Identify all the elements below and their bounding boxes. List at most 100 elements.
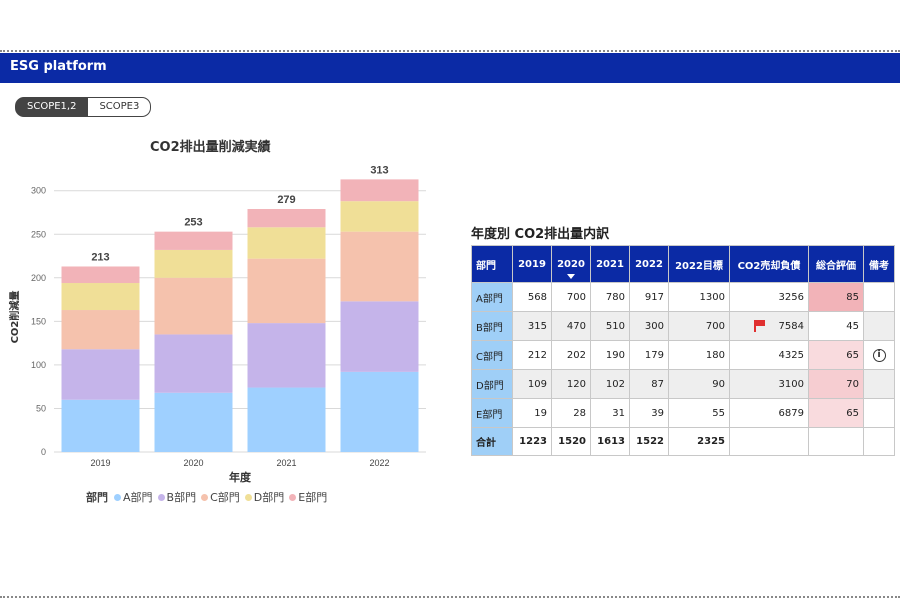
col-header-2022[interactable]: 2022 [629, 245, 669, 283]
bar-total-label: 213 [91, 251, 109, 263]
bar-segment-2019-B部門 [61, 349, 140, 400]
table-row: A部門 568 700 780 917 1300 3256 85 [471, 282, 895, 312]
bar-segment-2022-A部門 [340, 371, 419, 452]
bar-segment-2021-A部門 [247, 387, 326, 452]
cell-2019: 568 [512, 282, 552, 312]
cell-2022: 179 [629, 340, 669, 370]
x-tick-label: 2019 [90, 458, 110, 468]
cell-score: 70 [808, 369, 864, 399]
legend-label-e: E部門 [298, 491, 328, 504]
chart-legend: 部門 A部門 B部門 C部門 D部門 E部門 [86, 489, 332, 505]
total-2022: 1522 [629, 427, 669, 456]
info-icon[interactable]: i [872, 348, 886, 362]
row-dept: B部門 [471, 311, 513, 341]
total-debt [729, 427, 809, 456]
cell-2021: 780 [590, 282, 630, 312]
total-label: 合計 [471, 427, 513, 456]
legend-item-c[interactable]: C部門 [201, 489, 240, 505]
cell-2022: 917 [629, 282, 669, 312]
total-2019: 1223 [512, 427, 552, 456]
legend-dot-a [114, 493, 121, 501]
cell-score: 85 [808, 282, 864, 312]
cell-score: 65 [808, 398, 864, 428]
legend-item-d[interactable]: D部門 [244, 489, 285, 505]
table-row: C部門 212 202 190 179 180 4325 65 i [471, 340, 895, 370]
chart-title: CO2排出量削減実績 [150, 140, 271, 155]
bar-segment-2021-B部門 [247, 323, 326, 388]
table-row: D部門 109 120 102 87 90 3100 70 [471, 369, 895, 399]
bar-segment-2020-E部門 [154, 231, 233, 250]
col-header-2019[interactable]: 2019 [512, 245, 552, 283]
cell-2020: 470 [551, 311, 591, 341]
row-dept: D部門 [471, 369, 513, 399]
flag-icon [753, 320, 765, 332]
bar-segment-2019-E部門 [61, 266, 140, 284]
cell-debt: 3256 [729, 282, 809, 312]
tab-scope3[interactable]: SCOPE3 [88, 97, 152, 117]
bar-segment-2020-B部門 [154, 334, 233, 393]
bar-segment-2020-A部門 [154, 392, 233, 452]
cell-target: 180 [668, 340, 730, 370]
col-header-2021[interactable]: 2021 [590, 245, 630, 283]
legend-item-b[interactable]: B部門 [157, 489, 197, 505]
table-total-row: 合計 1223 1520 1613 1522 2325 [471, 427, 895, 456]
cell-2020: 202 [551, 340, 591, 370]
bar-segment-2019-D部門 [61, 283, 140, 311]
scope-tabs: SCOPE1,2 SCOPE3 [15, 97, 152, 117]
cell-2021: 190 [590, 340, 630, 370]
table-row: B部門 315 470 510 300 700 7584 45 [471, 311, 895, 341]
stacked-bar-chart: 0 50 100 150 200 250 300 213 2019 253 2020 279 2021 3… [8, 164, 426, 484]
col-header-note[interactable]: 備考 [863, 245, 895, 283]
cell-2019: 109 [512, 369, 552, 399]
cell-2022: 87 [629, 369, 669, 399]
legend-label-d: D部門 [253, 491, 285, 504]
bar-total-label: 279 [277, 194, 295, 206]
cell-note [863, 398, 895, 428]
cell-debt: 4325 [729, 340, 809, 370]
legend-item-e[interactable]: E部門 [289, 489, 327, 505]
app-header: ESG platform [0, 53, 900, 83]
bar-segment-2021-C部門 [247, 258, 326, 324]
col-header-debt[interactable]: CO2売却負債 [729, 245, 809, 283]
x-axis-title: 年度 [229, 470, 252, 484]
legend-label-b: B部門 [166, 491, 197, 504]
col-header-target[interactable]: 2022目標 [668, 245, 730, 283]
bar-total-label: 313 [370, 164, 388, 176]
x-tick-label: 2020 [183, 458, 203, 468]
cell-2020: 28 [551, 398, 591, 428]
row-dept: A部門 [471, 282, 513, 312]
cell-target: 1300 [668, 282, 730, 312]
cell-score: 65 [808, 340, 864, 370]
cell-2020: 120 [551, 369, 591, 399]
table-row: E部門 19 28 31 39 55 6879 65 [471, 398, 895, 428]
bar-segment-2022-B部門 [340, 301, 419, 372]
legend-dot-b [157, 493, 165, 501]
table-title: 年度別 CO2排出量内訳 [471, 227, 610, 242]
total-score [808, 427, 864, 456]
cell-target: 700 [668, 311, 730, 341]
y-tick-label: 50 [36, 403, 46, 413]
col-header-2020-label: 2020 [557, 258, 585, 270]
legend-title: 部門 [86, 491, 108, 504]
legend-item-a[interactable]: A部門 [114, 489, 153, 505]
col-header-dept[interactable]: 部門 [471, 245, 513, 283]
total-target: 2325 [668, 427, 730, 456]
y-tick-label: 150 [31, 316, 46, 326]
co2-breakdown-table: 部門 2019 2020 2021 2022 2022目標 CO2売却負債 総合… [471, 245, 895, 456]
col-header-score[interactable]: 総合評価 [808, 245, 864, 283]
bottom-dotted-border [0, 596, 900, 598]
cell-note [863, 369, 895, 399]
bar-segment-2019-C部門 [61, 310, 140, 350]
app-title: ESG platform [10, 59, 107, 74]
row-dept: E部門 [471, 398, 513, 428]
y-tick-label: 0 [41, 447, 46, 457]
tab-scope12[interactable]: SCOPE1,2 [15, 97, 89, 117]
table-header-row: 部門 2019 2020 2021 2022 2022目標 CO2売却負債 総合… [471, 245, 895, 283]
legend-dot-e [289, 493, 297, 501]
cell-debt-value: 7584 [778, 321, 804, 332]
cell-note: i [863, 340, 895, 370]
y-axis-title: CO2削減量 [8, 291, 21, 344]
col-header-2020[interactable]: 2020 [551, 245, 591, 283]
cell-2022: 300 [629, 311, 669, 341]
total-note [863, 427, 895, 456]
